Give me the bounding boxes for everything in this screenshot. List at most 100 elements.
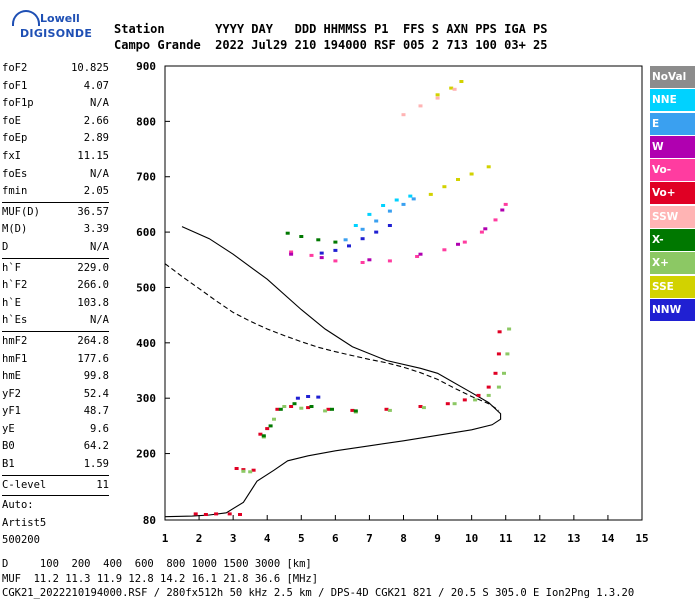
echo-point-x- [502, 371, 506, 375]
echo-point-vo- [251, 468, 256, 472]
param-value: 52.4 [83, 387, 109, 400]
echo-point-vo- [384, 407, 389, 411]
param-row: yE 9.6 [2, 421, 109, 439]
echo-point-vo- [258, 432, 263, 436]
echo-point-nnw [333, 248, 338, 252]
echo-point-x- [333, 240, 338, 244]
y-tick-label: 80 [143, 514, 156, 527]
echo-point-x- [323, 409, 328, 413]
echo-point-vo- [418, 405, 423, 408]
echo-point-nne [353, 224, 358, 227]
autoscale-line: Auto: [2, 499, 34, 512]
autoscale-line: Artist5 [2, 516, 47, 529]
param-value: 9.6 [90, 422, 109, 435]
param-value: 264.8 [77, 334, 109, 347]
echo-point-vo- [486, 385, 491, 389]
echo-point-vo- [238, 513, 242, 516]
muf-dashed-line [164, 263, 500, 411]
param-label: yF2 [2, 387, 21, 400]
param-label: hmE [2, 370, 21, 383]
echo-point-ssw [401, 113, 406, 117]
echo-point-ssw [435, 96, 440, 100]
legend-item-sse: SSE [650, 275, 695, 298]
param-row: foEp 2.89 [2, 130, 109, 148]
param-label: M(D) [2, 223, 28, 236]
x-tick-label: 12 [533, 532, 546, 545]
param-separator [2, 495, 109, 497]
echo-point-x- [261, 434, 266, 438]
echo-point-vo- [496, 352, 501, 356]
param-row: MUF(D) 36.57 [2, 204, 109, 222]
echo-point-vo- [306, 406, 311, 410]
echo-point-nnw [319, 251, 324, 255]
legend-item-noval: NoVal [650, 66, 695, 88]
y-tick-label: 400 [136, 337, 156, 350]
echo-point-nnw [360, 237, 365, 241]
param-label: B1 [2, 458, 15, 471]
echo-point-w [319, 256, 324, 260]
param-row: h`E 103.8 [2, 295, 109, 313]
param-label: D [2, 240, 9, 253]
legend-item-vo-: Vo+ [650, 182, 695, 205]
param-value: 99.8 [83, 370, 109, 383]
param-label: h`Es [2, 314, 28, 327]
echo-point-vo- [309, 253, 314, 257]
echo-point-vo- [476, 393, 481, 397]
param-value: 11 [96, 478, 109, 491]
echo-point-vo- [442, 248, 447, 252]
param-separator [2, 257, 109, 259]
legend-item-e: E [650, 112, 695, 135]
echo-point-vo- [203, 513, 208, 516]
param-separator [2, 201, 109, 203]
echo-point-nne [381, 204, 386, 207]
param-value: 3.39 [83, 223, 109, 236]
param-row: B0 64.2 [2, 438, 109, 456]
plot-frame [164, 65, 643, 521]
echo-point-vo- [275, 407, 280, 411]
echo-point-vo- [241, 468, 246, 472]
echo-point-e [374, 219, 379, 223]
echo-point-x- [272, 417, 276, 421]
echo-point-nnw [387, 224, 392, 227]
footer-distance-row: D 100 200 400 600 800 1000 1500 3000 [km… [2, 558, 312, 570]
param-label: h`F [2, 261, 21, 274]
echo-point-vo- [387, 259, 392, 263]
echo-point-x- [268, 424, 273, 428]
echo-point-nne [367, 212, 372, 216]
x-tick-label: 5 [298, 532, 305, 545]
echo-point-x- [282, 405, 287, 408]
legend-item-nnw: NNW [650, 298, 695, 321]
legend-item-ssw: SSW [650, 205, 695, 228]
param-label: h`F2 [2, 279, 28, 292]
param-row: yF2 52.4 [2, 386, 109, 404]
echo-point-e [411, 197, 416, 201]
echo-point-x- [292, 402, 297, 406]
y-tick-label: 300 [136, 392, 156, 405]
param-label: foF2 [2, 62, 28, 74]
echo-point-x- [353, 409, 358, 413]
x-tick-label: 6 [332, 532, 339, 545]
param-row: hmE 99.8 [2, 368, 109, 386]
param-value: 177.6 [77, 352, 109, 365]
echo-point-nnw [374, 230, 379, 234]
param-label: foF1p [2, 97, 34, 110]
x-tick-label: 4 [264, 532, 271, 545]
footer-block: D 100 200 400 600 800 1000 1500 3000 [km… [2, 557, 634, 601]
param-row: foF1 4.07 [2, 78, 109, 96]
echo-point-x- [241, 469, 246, 473]
y-tick-label: 600 [136, 226, 156, 239]
param-value: N/A [90, 240, 109, 253]
echo-point-e [343, 238, 348, 242]
param-row: yF1 48.7 [2, 403, 109, 421]
param-label: fxI [2, 149, 21, 162]
echo-point-vo- [227, 512, 232, 516]
x-tick-label: 15 [635, 532, 648, 545]
param-value: 229.0 [77, 261, 109, 274]
param-row: hmF1 177.6 [2, 351, 109, 369]
echo-point-vo- [265, 427, 270, 431]
echo-point-vo- [214, 512, 219, 516]
param-value: 11.15 [77, 149, 109, 162]
echo-point-x- [299, 406, 304, 410]
legend: NoVal NNE E W Vo- Vo+ SSW X- X+ SSE NNW [650, 66, 695, 322]
echo-point-x- [316, 238, 321, 242]
